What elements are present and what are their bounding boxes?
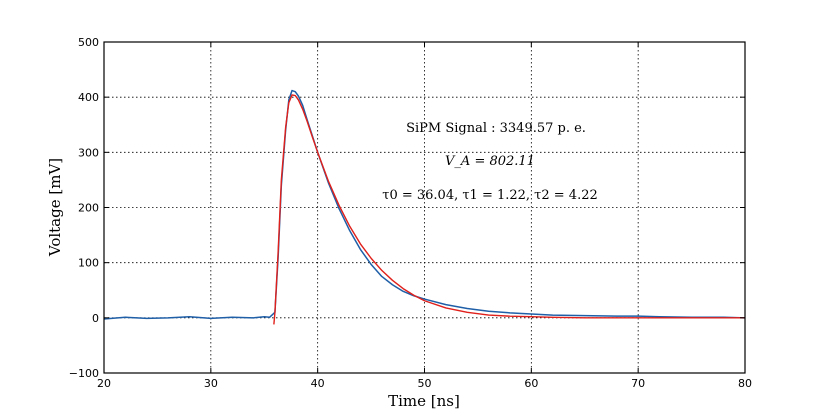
y-tick-label--100: −100 [69,367,99,380]
y-tick-label-100: 100 [78,257,99,270]
fit-curve-line [273,94,745,325]
annotation-tau: τ0 = 36.04, τ1 = 1.22, τ2 = 4.22 [382,188,598,203]
y-tick-label-0: 0 [92,312,99,325]
y-tick-label-400: 400 [78,91,99,104]
y-tick-label-200: 200 [78,202,99,215]
y-tick-label-300: 300 [78,146,99,159]
annotation-va: V_A = 802.11 [445,154,535,169]
axis-ticks [103,41,746,374]
x-tick-label-20: 20 [97,377,111,390]
x-tick-label-40: 40 [311,377,325,390]
x-tick-label-30: 30 [204,377,218,390]
y-tick-label-500: 500 [78,36,99,49]
tick-labels: 20 30 40 50 60 70 80 −100 0 100 200 300 400 500 [69,36,752,390]
x-tick-label-80: 80 [738,377,752,390]
y-axis-title: Voltage [mV] [46,158,64,257]
data-series [103,89,746,325]
x-tick-label-50: 50 [418,377,432,390]
x-tick-label-60: 60 [524,377,538,390]
x-axis-title: Time [ns] [388,392,460,410]
grid-lines [104,42,745,373]
annotation-sipm-signal: SiPM Signal : 3349.57 p. e. [406,121,586,136]
x-tick-label-70: 70 [631,377,645,390]
